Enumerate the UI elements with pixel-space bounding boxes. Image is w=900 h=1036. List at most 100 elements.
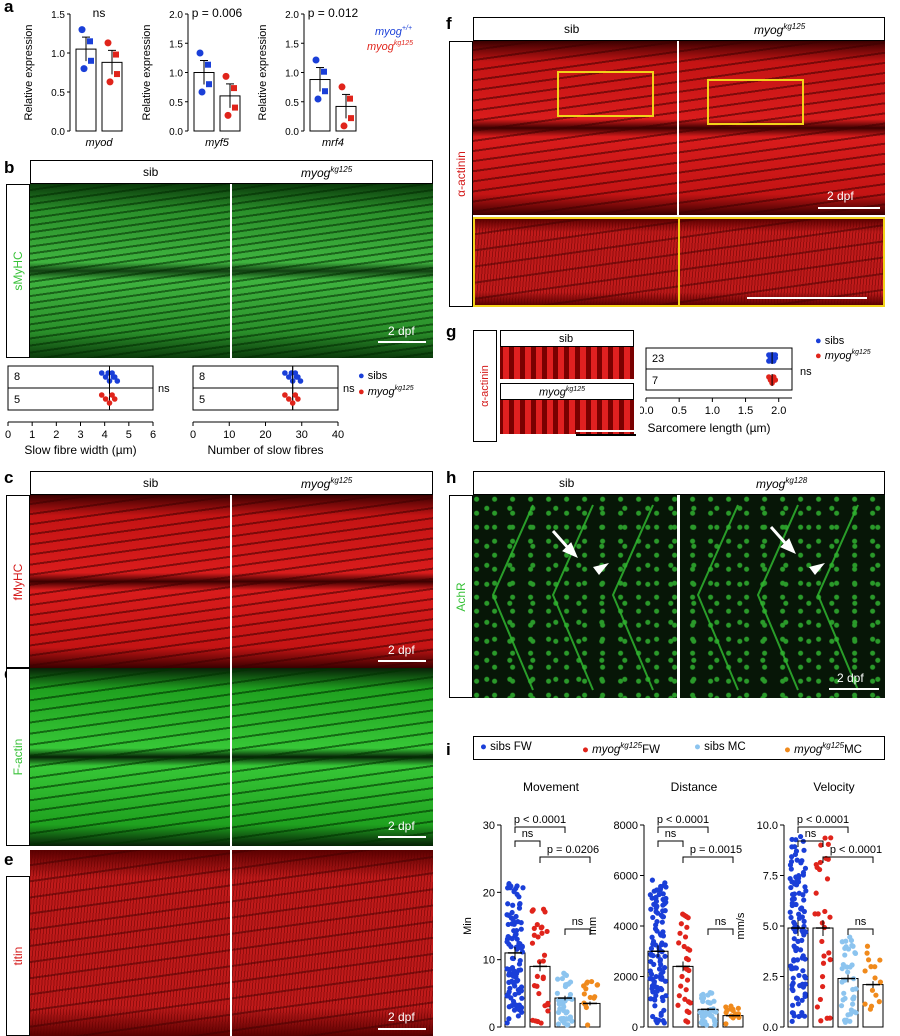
data-point: [293, 374, 300, 380]
legend-wt: myog+/+: [375, 25, 412, 38]
data-point: [515, 1013, 521, 1019]
data-point: [651, 996, 658, 1002]
data-point: [677, 930, 683, 936]
data-point: [845, 969, 851, 975]
data-point: [796, 890, 802, 896]
data-point: [816, 866, 823, 873]
panel-f-side: α-actinin: [449, 41, 473, 307]
data-point: [792, 929, 798, 935]
header-mut: myogkg128: [756, 476, 808, 491]
data-point: [817, 859, 823, 866]
data-point: [790, 987, 796, 994]
data-point: [799, 1010, 805, 1016]
data-point: [799, 858, 805, 864]
y-axis-label: Min: [462, 917, 474, 935]
y-axis-label: Relative expression: [23, 25, 35, 121]
data-point: [787, 909, 793, 915]
data-point: [648, 952, 654, 958]
data-point: [565, 1022, 571, 1028]
stat-label: p = 0.012: [308, 6, 359, 20]
y-tick-label: 10.0: [757, 820, 778, 832]
data-point: [792, 851, 799, 858]
data-point: [288, 370, 295, 376]
data-point: [555, 976, 561, 982]
data-point: [826, 950, 832, 956]
data-point: [802, 975, 809, 981]
data-point: [704, 1022, 710, 1028]
x-tick-label: 30: [296, 429, 308, 441]
data-point: [838, 1003, 845, 1009]
header-sib: sib: [559, 476, 575, 490]
data-point: [510, 973, 517, 979]
data-point: [793, 837, 799, 843]
data-point: [661, 965, 668, 971]
chart-title: Velocity: [813, 780, 854, 794]
side-label-titin: titin: [11, 946, 25, 966]
y-tick-label: 2.0: [285, 10, 299, 21]
data-point: [795, 1001, 801, 1007]
data-point: [687, 1000, 693, 1006]
data-point: [797, 947, 804, 953]
data-point: [656, 1017, 662, 1023]
legend-item: ● myogkg125FW: [582, 741, 660, 756]
data-point: [205, 61, 211, 68]
data-point: [648, 958, 654, 965]
header-mut: myogkg125: [301, 165, 353, 180]
data-point: [789, 854, 795, 860]
n-sib: 8: [199, 371, 205, 383]
stat-label: p < 0.0001: [657, 814, 709, 826]
data-point: [583, 986, 589, 992]
data-point: [109, 392, 115, 398]
data-point: [563, 1016, 570, 1022]
data-point: [872, 975, 878, 981]
y-tick-label: 1.5: [169, 39, 183, 50]
image-sarcomere-mut: [500, 400, 634, 434]
data-point: [505, 933, 511, 940]
data-point: [822, 908, 828, 915]
panel-label-e: e: [4, 850, 14, 869]
data-point: [198, 88, 206, 96]
data-point: [772, 377, 779, 383]
data-point: [660, 902, 666, 908]
data-point: [792, 844, 798, 850]
data-point: [700, 995, 707, 1001]
data-point: [800, 984, 807, 990]
legend-item: ● myogkg125MC: [784, 741, 862, 756]
data-point: [798, 906, 804, 912]
legend-dot: ●: [694, 741, 705, 753]
data-point: [868, 964, 874, 970]
legend-dot: ●: [784, 743, 795, 756]
data-point: [675, 1002, 681, 1008]
data-point: [735, 1005, 741, 1011]
data-point: [509, 909, 515, 916]
panel-label-i: i: [446, 740, 451, 759]
x-tick-label: 5: [126, 429, 132, 441]
data-point: [705, 999, 711, 1005]
panel-g-header-sib: sib: [500, 330, 634, 347]
data-point: [535, 1018, 541, 1025]
data-point: [561, 970, 567, 976]
y-tick-label: 0.5: [285, 98, 299, 109]
data-point: [510, 916, 516, 922]
data-point: [88, 57, 94, 64]
data-point: [847, 964, 853, 970]
data-point: [824, 1015, 830, 1021]
image-actinin: 2 dpf: [473, 41, 885, 215]
stat-label: p = 0.0206: [547, 844, 599, 856]
data-point: [772, 352, 779, 358]
data-point: [799, 927, 805, 934]
data-point: [843, 938, 849, 944]
data-point: [797, 833, 804, 840]
data-point: [196, 49, 204, 57]
x-axis-label: Sarcomere length (µm): [648, 421, 771, 435]
data-point: [516, 961, 523, 967]
panel-c-header: sib myogkg125: [30, 471, 433, 495]
data-point: [567, 1015, 573, 1022]
data-point: [788, 866, 794, 872]
data-point: [102, 374, 109, 380]
data-point: [796, 972, 802, 979]
side-label-smyhc: sMyHC: [11, 251, 25, 291]
data-point: [285, 374, 292, 380]
data-point: [80, 65, 88, 73]
data-point: [730, 1008, 736, 1014]
